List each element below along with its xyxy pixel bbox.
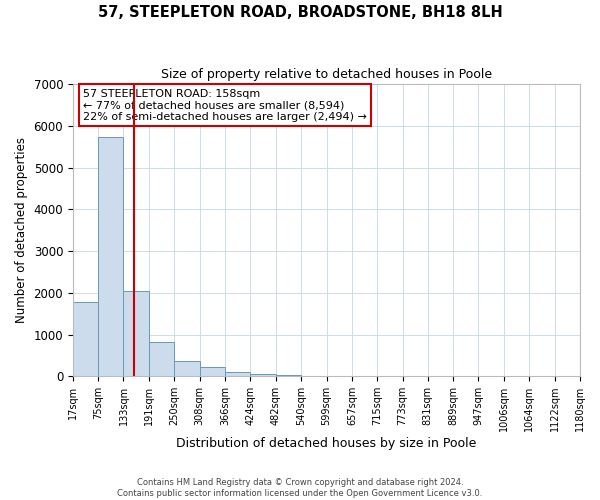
Bar <box>73 302 98 376</box>
Bar <box>225 372 250 376</box>
Bar <box>250 374 275 376</box>
Bar <box>124 291 149 376</box>
Bar <box>275 375 301 376</box>
Y-axis label: Number of detached properties: Number of detached properties <box>15 138 28 324</box>
X-axis label: Distribution of detached houses by size in Poole: Distribution of detached houses by size … <box>176 437 476 450</box>
Bar <box>149 342 175 376</box>
Bar <box>98 136 124 376</box>
Text: 57 STEEPLETON ROAD: 158sqm
← 77% of detached houses are smaller (8,594)
22% of s: 57 STEEPLETON ROAD: 158sqm ← 77% of deta… <box>83 89 367 122</box>
Text: 57, STEEPLETON ROAD, BROADSTONE, BH18 8LH: 57, STEEPLETON ROAD, BROADSTONE, BH18 8L… <box>98 5 502 20</box>
Text: Contains HM Land Registry data © Crown copyright and database right 2024.
Contai: Contains HM Land Registry data © Crown c… <box>118 478 482 498</box>
Bar <box>200 366 225 376</box>
Bar <box>175 361 200 376</box>
Title: Size of property relative to detached houses in Poole: Size of property relative to detached ho… <box>161 68 492 80</box>
